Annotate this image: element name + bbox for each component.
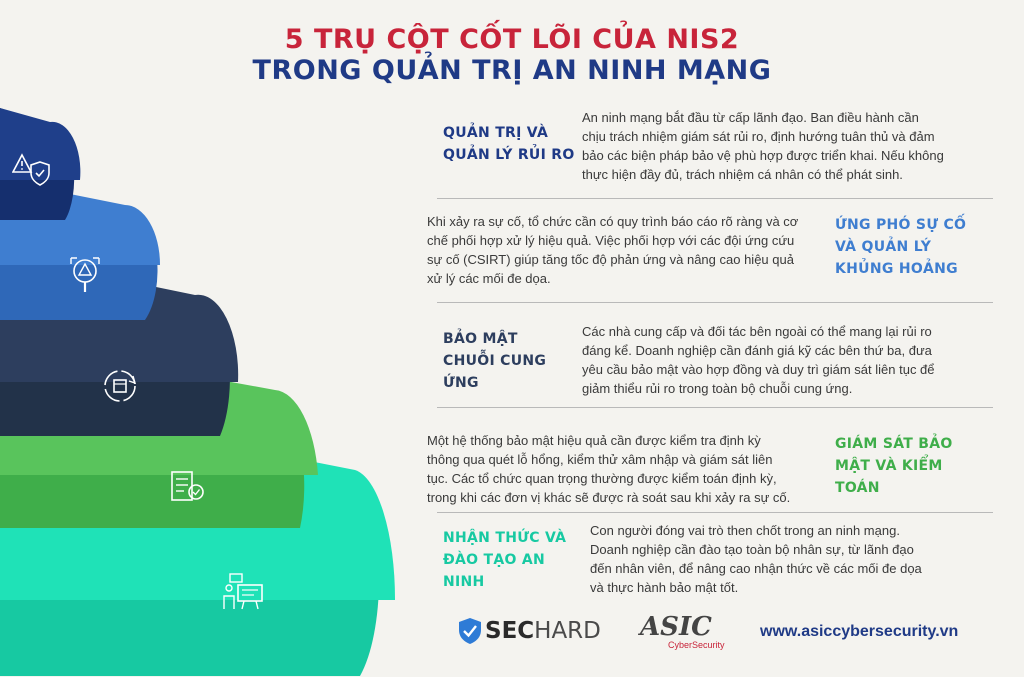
title-line-1: 5 TRỤ CỘT CỐT LÕI CỦA NIS2 bbox=[284, 24, 740, 55]
training-presentation-icon bbox=[223, 573, 263, 610]
pillar-1-text: An ninh mạng bắt đầu từ cấp lãnh đạo. Ba… bbox=[582, 110, 944, 182]
website-link[interactable]: www.asiccybersecurity.vn bbox=[760, 623, 959, 640]
alert-magnifier-icon bbox=[70, 257, 100, 292]
pillar-3-heading: BẢO MẬT CHUỖI CUNG ỨNG bbox=[443, 331, 547, 391]
pillar-5-heading: NHẬN THỨC VÀ ĐÀO TẠO AN NINH bbox=[443, 530, 567, 590]
sechard-shield-icon bbox=[459, 618, 481, 644]
title-line-2: TRONG QUẢN TRỊ AN NINH MẠNG bbox=[252, 55, 772, 86]
shield-warning-icon bbox=[12, 153, 50, 186]
pillar-4-text: Một hệ thống bảo mật hiệu quả cần được k… bbox=[427, 433, 791, 505]
divider-2 bbox=[437, 302, 993, 303]
divider-4 bbox=[437, 512, 993, 513]
asic-logo: ASIC CyberSecurity bbox=[640, 612, 725, 650]
pillar-4-heading: GIÁM SÁT BẢO MẬT VÀ KIỂM TOÁN bbox=[835, 436, 953, 496]
supply-chain-cycle-icon bbox=[104, 370, 137, 402]
pillar-1-heading: QUẢN TRỊ VÀ QUẢN LÝ RỦI RO bbox=[443, 125, 575, 163]
audit-checklist-icon bbox=[171, 471, 204, 501]
divider-1 bbox=[437, 198, 993, 199]
tier-1 bbox=[0, 108, 81, 220]
pillar-5-text: Con người đóng vai trò then chốt trong a… bbox=[590, 523, 922, 595]
pillar-3-text: Các nhà cung cấp và đối tác bên ngoài có… bbox=[582, 324, 935, 396]
pillar-2-heading: ỨNG PHÓ SỰ CỐ VÀ QUẢN LÝ KHỦNG HOẢNG bbox=[835, 217, 967, 277]
divider-3 bbox=[437, 407, 993, 408]
pyramid-graphic bbox=[0, 108, 396, 676]
pillar-2-text: Khi xảy ra sự cố, tổ chức cần có quy trì… bbox=[427, 214, 799, 286]
